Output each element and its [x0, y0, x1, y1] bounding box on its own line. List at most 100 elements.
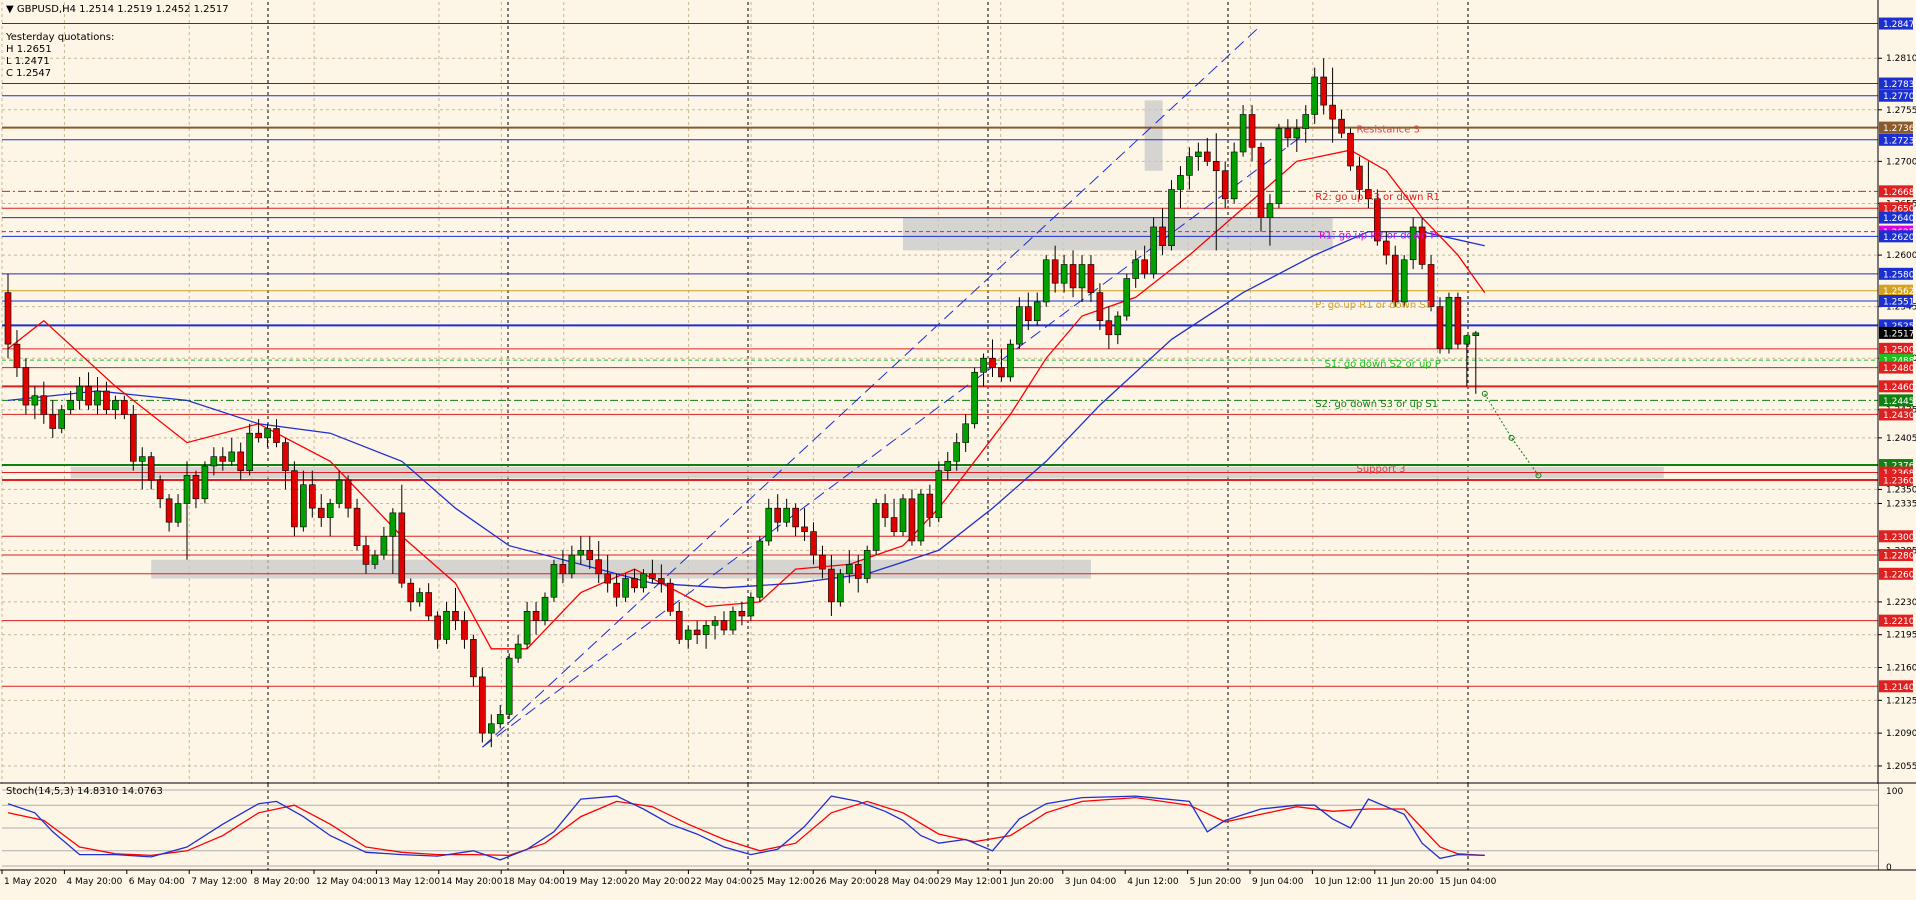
- price-tick-label: 1.2090: [1886, 729, 1916, 739]
- candle-body: [255, 432, 262, 439]
- candle-body: [998, 367, 1005, 378]
- candle-body: [586, 550, 594, 561]
- candle-body: [568, 554, 576, 575]
- candle-body: [1284, 128, 1292, 139]
- candle-body: [1114, 315, 1122, 336]
- time-tick-label: 28 May 04:00: [878, 877, 940, 887]
- candle-body: [317, 507, 325, 518]
- price-badge: [1879, 408, 1913, 421]
- candle-body: [631, 578, 638, 589]
- candle-body: [559, 564, 567, 575]
- price-axis-panel: [1878, 0, 1916, 896]
- candle-body: [622, 578, 629, 598]
- price-badge: [1879, 380, 1913, 393]
- price-badge-label: 1.2210: [1883, 617, 1915, 627]
- candle-body: [899, 498, 907, 532]
- candle-body: [1266, 203, 1274, 218]
- stochastic-main-line: [7, 795, 1485, 861]
- candle-body: [1374, 198, 1381, 242]
- candle-body: [67, 400, 74, 411]
- time-tick-label: 22 May 04:00: [690, 877, 752, 887]
- candle-body: [801, 526, 808, 532]
- yesterday-close: C 1.2547: [6, 68, 52, 79]
- time-tick-label: 15 Jun 04:00: [1439, 877, 1496, 887]
- candle-body: [1007, 343, 1014, 378]
- price-badge: [1879, 549, 1913, 562]
- time-tick-label: 9 Jun 04:00: [1252, 877, 1304, 887]
- price-badge-label: 1.2260: [1883, 570, 1915, 580]
- candle-body: [577, 550, 585, 556]
- price-tick-label: 1.2335: [1886, 499, 1916, 509]
- candle-body: [49, 414, 57, 429]
- yesterday-high: H 1.2651: [6, 44, 52, 55]
- candle-body: [505, 657, 513, 715]
- candle-body: [604, 573, 611, 584]
- annotation-label: S2: go down S3 or up S1: [1315, 399, 1438, 410]
- price-tick-label: 1.2755: [1886, 106, 1916, 116]
- price-badge-label: 1.2551: [1883, 298, 1915, 308]
- price-badge-label: 1.2480: [1883, 364, 1915, 374]
- candle-body: [1150, 226, 1157, 275]
- yesterday-title: Yesterday quotations:: [6, 32, 115, 43]
- candle-body: [174, 503, 182, 523]
- price-badge-label: 1.2640: [1883, 214, 1915, 224]
- candle-body: [1302, 114, 1310, 129]
- price-badge: [1879, 530, 1913, 543]
- candle-body: [1445, 296, 1453, 350]
- symbol-line: GBPUSD,H4 1.2514 1.2519 1.2452 1.2517: [16, 4, 229, 15]
- candle-body: [1230, 151, 1238, 200]
- candle-body: [1257, 146, 1265, 218]
- candle-body: [1221, 170, 1229, 200]
- candle-body: [980, 357, 987, 373]
- price-badge: [1879, 202, 1913, 215]
- candle-body: [1418, 226, 1426, 265]
- time-labels: 1 May 2020 4 May 20:00 6 May 04:00 7 May 12…: [1, 870, 1497, 887]
- price-badge-label: 1.2300: [1883, 533, 1915, 543]
- candle-body: [1195, 151, 1202, 157]
- candle-body: [684, 629, 692, 640]
- price-badge-label: 1.2650: [1883, 205, 1915, 215]
- candle-body: [514, 643, 522, 659]
- candle-body: [389, 512, 397, 537]
- time-tick-label: 20 May 20:00: [628, 877, 690, 887]
- price-badge: [1879, 185, 1913, 198]
- candle-body: [1275, 128, 1283, 204]
- candle-body: [1105, 320, 1113, 336]
- price-badge: [1879, 342, 1913, 355]
- candle-body: [228, 451, 236, 462]
- candle-body: [434, 615, 441, 640]
- candle-body: [461, 620, 468, 640]
- candle-body: [1141, 259, 1148, 275]
- candle-body: [613, 582, 620, 598]
- time-tick-label: 14 May 20:00: [441, 877, 503, 887]
- forecast-point: [1481, 390, 1488, 397]
- candle-body: [371, 554, 379, 565]
- candle-body: [792, 507, 799, 528]
- candle-body: [1365, 189, 1372, 200]
- candle-body: [1454, 296, 1462, 345]
- time-tick-label: 5 Jun 20:00: [1190, 877, 1242, 887]
- candle-body: [344, 479, 352, 509]
- candle-body: [201, 465, 209, 500]
- stoch-scale-top: 100: [1886, 787, 1903, 797]
- annotation-label: Resistance 3: [1356, 124, 1419, 135]
- candle-body: [1087, 264, 1095, 293]
- candle-body: [989, 357, 996, 368]
- candle-body: [783, 507, 790, 523]
- price-badge-label: 1.2280: [1883, 552, 1915, 562]
- candle-body: [452, 610, 459, 621]
- price-badge-label: 1.2460: [1883, 383, 1915, 393]
- price-badge: [1879, 133, 1913, 146]
- price-badge: [1879, 77, 1913, 90]
- trend-line: [482, 25, 1262, 748]
- price-badge: [1879, 326, 1913, 339]
- candle-body: [729, 610, 737, 631]
- candle-body: [1472, 332, 1480, 336]
- candle-body: [702, 625, 710, 636]
- candle-body: [425, 592, 432, 617]
- candle-body: [380, 535, 388, 556]
- menu-arrow-icon[interactable]: ▼: [6, 4, 14, 15]
- price-badge: [1879, 394, 1913, 407]
